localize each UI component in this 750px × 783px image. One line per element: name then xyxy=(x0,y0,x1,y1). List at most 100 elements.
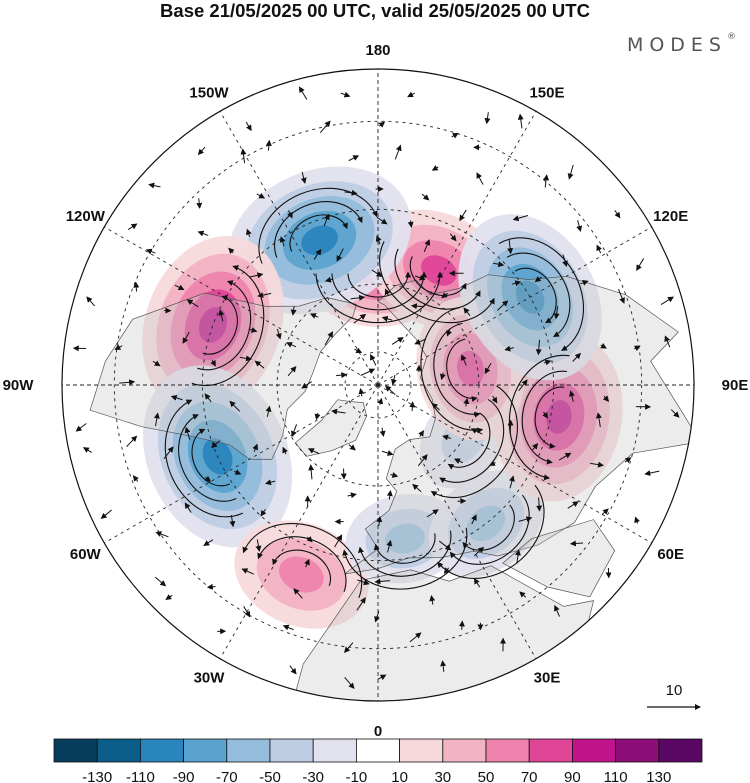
wind-arrow xyxy=(459,209,467,222)
wind-arrow xyxy=(155,531,169,538)
wind-arrow xyxy=(381,315,393,322)
wind-arrow xyxy=(255,539,262,552)
wind-arrow xyxy=(391,337,404,345)
longitude-label: 90W xyxy=(3,377,35,394)
streamline xyxy=(197,280,252,371)
streamline xyxy=(272,549,331,587)
wind-arrow xyxy=(463,307,471,317)
wind-arrow xyxy=(534,276,542,283)
land-outline xyxy=(502,519,616,598)
wind-arrow xyxy=(580,280,589,286)
colorbar-swatch xyxy=(355,738,400,763)
wind-arrows xyxy=(72,86,680,689)
anomaly-center xyxy=(142,235,284,414)
streamline xyxy=(202,295,238,355)
wind-arrow xyxy=(196,198,203,209)
wind-arrow xyxy=(313,248,322,260)
wind-arrow xyxy=(211,440,221,449)
wind-arrow xyxy=(353,313,367,324)
wind-arrow xyxy=(307,448,320,455)
streamline xyxy=(258,187,378,264)
wind-arrow xyxy=(229,515,236,528)
streamline xyxy=(534,386,565,449)
wind-arrow xyxy=(241,568,255,575)
registered-mark: ® xyxy=(727,32,736,42)
wind-arrow xyxy=(291,424,298,438)
wind-arrow xyxy=(381,450,394,456)
wind-arrow xyxy=(256,192,266,199)
wind-arrow xyxy=(289,665,297,675)
wind-arrow xyxy=(153,412,160,427)
wind-arrow xyxy=(206,583,216,590)
wind-arrow xyxy=(228,247,235,255)
wind-arrow xyxy=(245,228,252,237)
colorbar-swatch xyxy=(442,738,487,763)
colorbar-swatch xyxy=(572,738,617,763)
longitude-label: 60W xyxy=(70,546,102,563)
anomaly-contour xyxy=(546,399,572,434)
wind-arrow xyxy=(184,426,191,440)
wind-arrow xyxy=(82,447,92,453)
wind-arrow xyxy=(374,578,391,585)
streamline xyxy=(331,271,428,311)
wind-arrow xyxy=(384,288,391,296)
reference-vector: 10 xyxy=(647,682,701,710)
colorbar-swatch xyxy=(269,738,314,763)
wind-arrow xyxy=(409,632,422,643)
wind-arrow xyxy=(463,397,470,407)
colorbar-swatch xyxy=(226,738,271,763)
wind-arrow xyxy=(394,144,402,160)
streamline xyxy=(439,398,505,484)
anomaly-contour xyxy=(301,225,338,256)
wind-arrow xyxy=(348,444,356,451)
longitude-label: 60E xyxy=(657,546,684,563)
wind-arrow xyxy=(576,220,583,232)
wind-arrow xyxy=(600,342,607,349)
wind-arrow xyxy=(595,412,602,428)
wind-arrow xyxy=(553,306,560,320)
wind-arrow xyxy=(218,309,225,322)
wind-arrow xyxy=(443,567,450,574)
wind-arrow xyxy=(375,235,382,245)
wind-arrow xyxy=(636,258,645,271)
wind-arrow xyxy=(442,434,452,441)
anomaly-contour xyxy=(385,523,425,554)
wind-arrow xyxy=(376,516,383,526)
wind-arrow xyxy=(309,313,319,319)
wind-arrow xyxy=(260,508,267,517)
wind-arrow xyxy=(470,428,483,435)
colorbar-label: -50 xyxy=(259,769,281,783)
wind-arrow xyxy=(114,344,123,350)
wind-arrow xyxy=(248,327,258,333)
wind-arrow xyxy=(344,677,355,689)
wind-arrow xyxy=(243,605,251,618)
wind-arrow xyxy=(357,579,370,586)
wind-arrow xyxy=(323,213,330,227)
colorbar: -130 -110 -90 -70 -50 -30 -10 10 30 50 70 90 110 130 xyxy=(53,738,703,783)
wind-arrow xyxy=(493,261,505,268)
wind-arrow xyxy=(471,514,477,525)
streamline xyxy=(498,237,585,351)
wind-arrow xyxy=(484,362,492,375)
wind-arrow xyxy=(306,536,313,543)
wind-arrow xyxy=(324,331,333,346)
wind-arrow xyxy=(239,355,252,362)
longitude-label: 30E xyxy=(534,670,561,687)
longitude-label: 120E xyxy=(653,208,688,225)
wind-arrow xyxy=(562,254,568,268)
streamline xyxy=(462,504,515,551)
streamline xyxy=(394,248,481,310)
streamline xyxy=(273,201,363,258)
wind-arrow xyxy=(569,540,584,547)
wind-arrow xyxy=(204,475,212,482)
colorbar-swatch xyxy=(53,738,98,763)
reference-vector-label: 10 xyxy=(666,682,683,699)
wind-arrow xyxy=(390,374,397,386)
wind-arrow xyxy=(423,239,431,253)
streamline xyxy=(409,256,467,297)
streamline xyxy=(178,414,237,502)
streamline xyxy=(521,370,567,465)
wind-arrow xyxy=(542,411,549,419)
wind-arrow xyxy=(515,549,521,564)
wind-arrow xyxy=(431,402,440,411)
